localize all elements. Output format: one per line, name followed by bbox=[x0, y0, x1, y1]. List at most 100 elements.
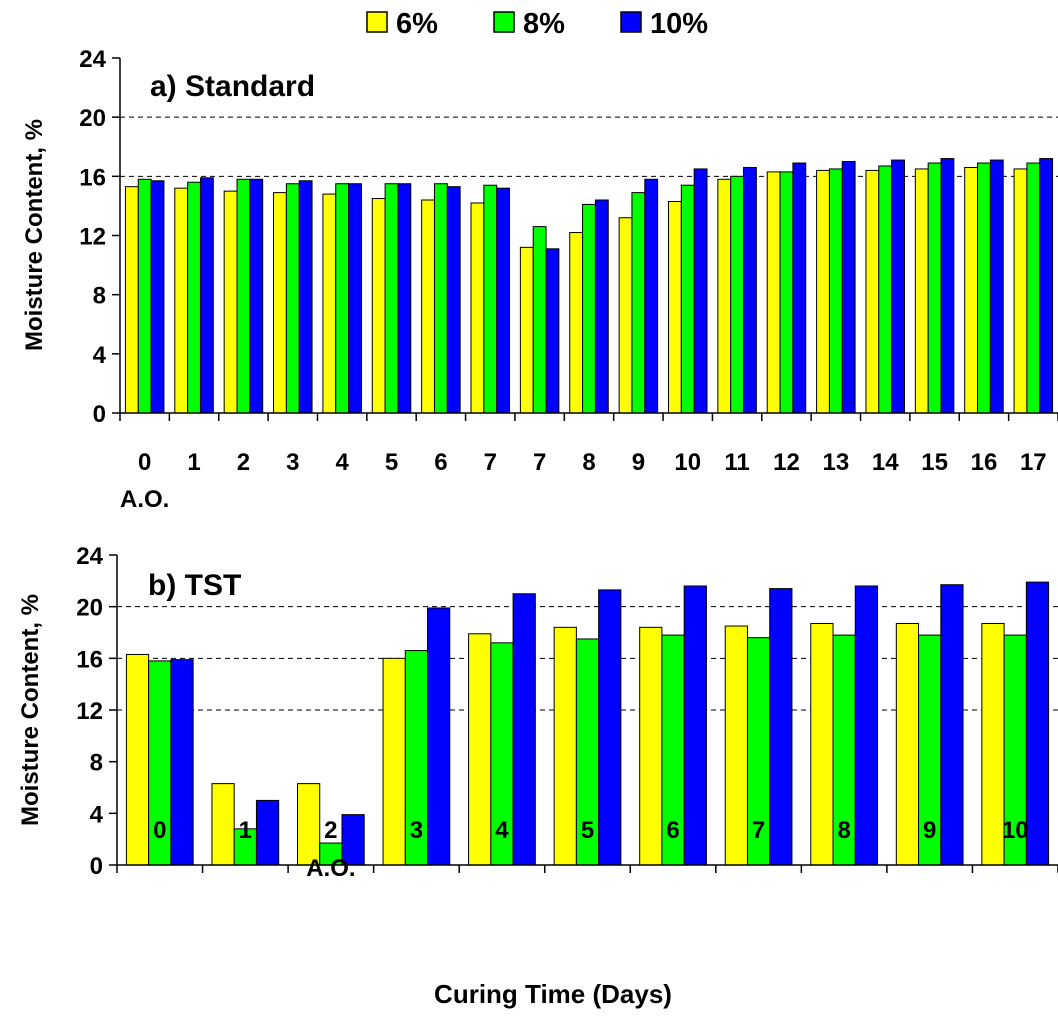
bar-s0-c15 bbox=[865, 169, 880, 414]
bar-s0-c6 bbox=[639, 626, 663, 866]
bar-s2-c8 bbox=[854, 585, 879, 866]
y-tick-label-6: 24 bbox=[79, 46, 106, 73]
x-tick-label-4: 4 bbox=[335, 449, 349, 476]
bar-s1-c17 bbox=[977, 162, 991, 414]
shared-x-axis-label: Curing Time (Days) bbox=[434, 979, 672, 1009]
bar-s0-c10 bbox=[618, 217, 633, 414]
y-tick-label-4: 16 bbox=[76, 646, 103, 673]
panel-title: b) TST bbox=[148, 569, 241, 602]
bar-s1-c0 bbox=[137, 178, 152, 414]
x-tick-label-3: 3 bbox=[410, 817, 423, 844]
y-tick-label-4: 16 bbox=[79, 164, 106, 191]
bar-s1-c15 bbox=[878, 165, 893, 414]
x-tick-label-9: 8 bbox=[582, 449, 595, 476]
bar-s1-c9 bbox=[582, 203, 596, 414]
bar-s2-c7 bbox=[496, 187, 511, 414]
x-tick-label-2: 2 bbox=[324, 817, 337, 844]
x-tick-label-16: 15 bbox=[921, 449, 948, 476]
legend-label-0: 6% bbox=[396, 8, 438, 40]
bar-s0-c7 bbox=[470, 202, 485, 414]
x-tick-label-14: 13 bbox=[822, 449, 849, 476]
y-tick-label-5: 20 bbox=[76, 595, 103, 622]
bar-s1-c5 bbox=[384, 183, 399, 414]
y-tick-label-3: 12 bbox=[76, 698, 103, 725]
panel-title: a) Standard bbox=[150, 70, 315, 103]
bar-s2-c17 bbox=[989, 159, 1004, 414]
bar-s0-c1 bbox=[211, 783, 235, 866]
y-tick-label-0: 0 bbox=[93, 401, 106, 428]
bar-s0-c18 bbox=[1013, 168, 1028, 414]
bar-s1-c1 bbox=[187, 181, 201, 414]
bar-s2-c11 bbox=[693, 168, 708, 414]
legend-swatch-1 bbox=[493, 11, 515, 33]
x-tick-label-1: 1 bbox=[187, 449, 200, 476]
bar-s0-c12 bbox=[717, 178, 732, 414]
bar-s0-c6 bbox=[421, 199, 435, 414]
bar-s0-c8 bbox=[519, 246, 534, 414]
y-tick-label-2: 8 bbox=[93, 283, 106, 310]
bar-s1-c7 bbox=[483, 184, 498, 414]
bar-s1-c11 bbox=[680, 184, 695, 414]
bar-s1-c4 bbox=[335, 183, 350, 414]
y-tick-label-1: 4 bbox=[90, 801, 104, 828]
x-tick-label-18: 17 bbox=[1020, 449, 1047, 476]
bar-s0-c3 bbox=[382, 657, 406, 866]
bar-s2-c6 bbox=[683, 585, 707, 866]
y-tick-label-5: 20 bbox=[79, 105, 106, 132]
bar-s1-c12 bbox=[730, 175, 745, 414]
x-tick-label-13: 12 bbox=[773, 449, 800, 476]
x-tick-label-5: 5 bbox=[581, 817, 594, 844]
x-tick-label-11: 10 bbox=[674, 449, 701, 476]
bar-s1-c2 bbox=[236, 178, 251, 414]
bar-s2-c4 bbox=[348, 183, 362, 414]
bar-s0-c4 bbox=[322, 193, 337, 414]
x-tick-label-7: 7 bbox=[752, 817, 765, 844]
bar-s1-c6 bbox=[433, 183, 448, 414]
y-axis-label: Moisture Content, % bbox=[17, 594, 44, 826]
bar-s0-c5 bbox=[371, 198, 386, 414]
bar-s2-c2 bbox=[249, 178, 264, 414]
bar-s0-c7 bbox=[724, 625, 748, 866]
bar-s0-c9 bbox=[569, 232, 584, 414]
bar-s2-c7 bbox=[769, 588, 793, 866]
x-tick-label-6: 6 bbox=[666, 817, 679, 844]
bar-s2-c3 bbox=[298, 180, 313, 414]
bar-s2-c1 bbox=[199, 177, 214, 414]
x-tick-label-2: 2 bbox=[237, 449, 250, 476]
legend-label-2: 10% bbox=[650, 8, 708, 40]
bar-s0-c10 bbox=[981, 622, 1005, 866]
bar-s2-c13 bbox=[792, 162, 807, 414]
bar-s0-c1 bbox=[174, 187, 189, 414]
x-tick-label-7: 7 bbox=[484, 449, 497, 476]
legend-label-1: 8% bbox=[523, 8, 565, 40]
bar-s0-c13 bbox=[766, 171, 781, 414]
x-tick-label-0: 0 bbox=[153, 817, 166, 844]
bar-s1-c18 bbox=[1026, 162, 1041, 414]
bar-s2-c9 bbox=[594, 199, 609, 414]
x-tick-label-8: 7 bbox=[533, 449, 546, 476]
bar-s0-c11 bbox=[667, 200, 682, 414]
ao-note: A.O. bbox=[120, 486, 169, 513]
bar-s0-c3 bbox=[273, 192, 287, 414]
bar-s0-c0 bbox=[125, 653, 150, 866]
bar-s2-c1 bbox=[255, 799, 280, 866]
y-tick-label-1: 4 bbox=[93, 342, 107, 369]
legend-swatch-2 bbox=[620, 11, 642, 33]
x-tick-label-17: 16 bbox=[971, 449, 998, 476]
x-tick-label-3: 3 bbox=[286, 449, 299, 476]
x-tick-label-10: 9 bbox=[632, 449, 645, 476]
bar-s1-c13 bbox=[779, 171, 794, 414]
y-axis-label: Moisture Content, % bbox=[21, 119, 48, 351]
bar-s1-c16 bbox=[927, 162, 942, 414]
y-tick-label-0: 0 bbox=[90, 853, 103, 880]
bar-s2-c9 bbox=[940, 584, 964, 866]
bar-s0-c9 bbox=[895, 622, 920, 866]
bar-s2-c6 bbox=[446, 186, 461, 414]
bar-s2-c18 bbox=[1039, 158, 1054, 414]
x-tick-label-4: 4 bbox=[495, 817, 509, 844]
x-tick-label-12: 11 bbox=[724, 449, 749, 476]
bar-s2-c4 bbox=[512, 593, 536, 866]
